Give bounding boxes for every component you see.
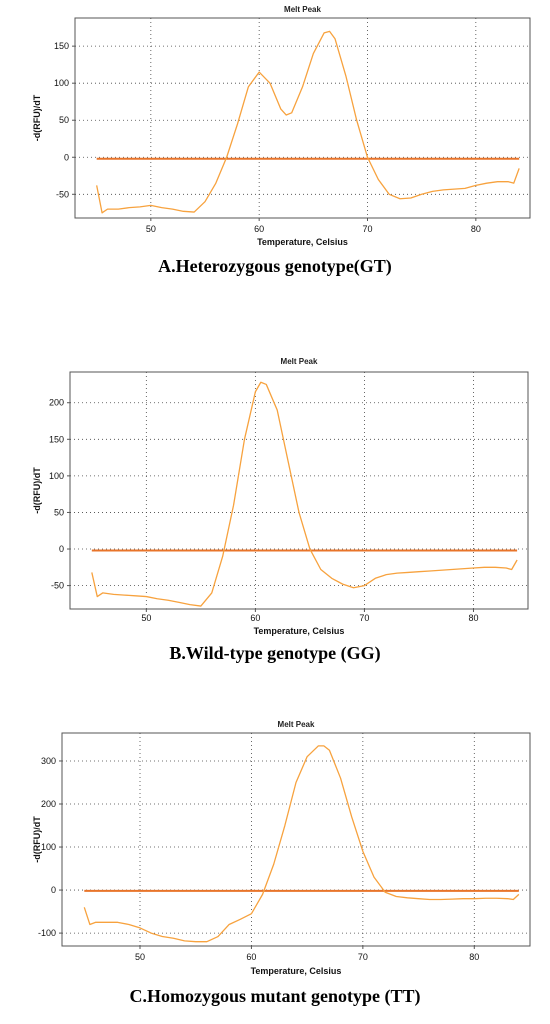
melt-curve-line (83, 745, 520, 943)
y-tick-label: 100 (54, 78, 69, 88)
x-tick-label: 50 (135, 952, 145, 962)
chart-b-caption: B.Wild-type genotype (GG) (169, 643, 381, 663)
y-tick-label: 0 (51, 885, 56, 895)
y-tick-label: 50 (54, 507, 64, 517)
plot-frame (69, 371, 529, 610)
x-axis-label: Temperature, Celsius (254, 626, 345, 636)
y-tick-label: -100 (38, 928, 56, 938)
x-tick-label: 60 (250, 613, 260, 623)
y-tick-label: -50 (56, 189, 69, 199)
y-axis-label: -d(RFU)/dT (32, 467, 42, 514)
x-tick-label: 70 (362, 224, 372, 234)
y-tick-label: 0 (64, 152, 69, 162)
y-tick-label: 300 (41, 756, 56, 766)
y-axis-label: -d(RFU)/dT (32, 94, 42, 141)
x-tick-label: 50 (141, 613, 151, 623)
plot-frame (74, 17, 531, 219)
x-tick-label: 60 (254, 224, 264, 234)
y-tick-label: 150 (54, 41, 69, 51)
y-tick-label: 100 (41, 842, 56, 852)
y-tick-label: 150 (49, 434, 64, 444)
x-tick-label: 70 (359, 613, 369, 623)
y-tick-label: 100 (49, 471, 64, 481)
y-tick-label: 200 (41, 799, 56, 809)
x-tick-label: 80 (468, 613, 478, 623)
melt-curve-line (96, 30, 520, 214)
plot-title: Melt Peak (284, 5, 321, 14)
x-tick-label: 50 (146, 224, 156, 234)
chart-panel-a: Melt Peak 50 60 70 80 -50 0 50 100 150 Temperature… (0, 0, 550, 300)
y-tick-label: 200 (49, 398, 64, 408)
chart-a-svg: Melt Peak 50 60 70 80 -50 0 50 100 150 Temperature… (32, 5, 531, 247)
chart-c-caption: C.Homozygous mutant genotype (TT) (129, 986, 421, 1006)
plot-title: Melt Peak (281, 357, 318, 366)
plot-title: Melt Peak (278, 720, 315, 729)
x-axis-label: Temperature, Celsius (251, 966, 342, 976)
y-axis-label: -d(RFU)/dT (32, 816, 42, 863)
y-tick-label: 0 (59, 544, 64, 554)
x-tick-label: 80 (471, 224, 481, 234)
y-tick-label: -50 (51, 581, 64, 591)
chart-a-caption: A.Heterozygous genotype(GT) (158, 256, 392, 276)
x-axis-label: Temperature, Celsius (257, 237, 348, 247)
x-tick-label: 80 (469, 952, 479, 962)
chart-panel-b: Melt Peak 50 60 70 80 -50 0 50 100 150 200 Temperat… (0, 350, 550, 670)
chart-panel-c: Melt Peak 50 60 70 80 -100 0 100 200 300 Temperatu… (0, 715, 550, 1024)
melt-curve-line (91, 381, 518, 607)
y-tick-label: 50 (59, 115, 69, 125)
chart-b-svg: Melt Peak 50 60 70 80 -50 0 50 100 150 200 Temperat… (32, 357, 529, 636)
plot-frame (61, 732, 531, 947)
x-tick-label: 60 (246, 952, 256, 962)
x-tick-label: 70 (358, 952, 368, 962)
chart-c-svg: Melt Peak 50 60 70 80 -100 0 100 200 300 Temperatu… (32, 720, 531, 976)
